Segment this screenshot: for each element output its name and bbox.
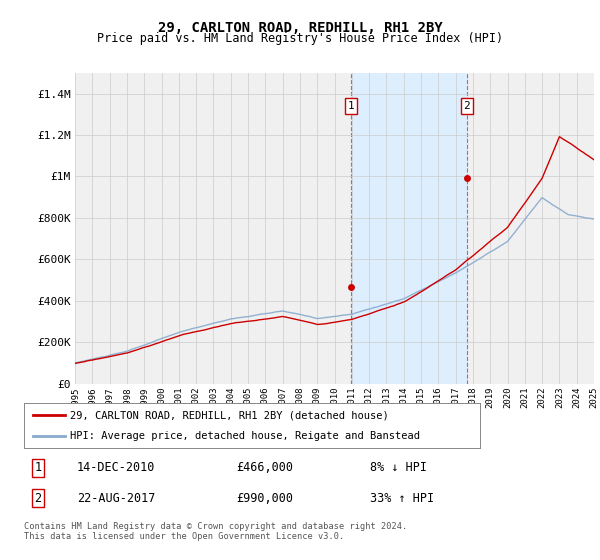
Text: £466,000: £466,000 — [236, 461, 293, 474]
Bar — [351, 73, 467, 384]
Text: Price paid vs. HM Land Registry's House Price Index (HPI): Price paid vs. HM Land Registry's House … — [97, 32, 503, 45]
Text: HPI: Average price, detached house, Reigate and Banstead: HPI: Average price, detached house, Reig… — [70, 431, 419, 441]
Text: 33% ↑ HPI: 33% ↑ HPI — [370, 492, 434, 505]
Text: 8% ↓ HPI: 8% ↓ HPI — [370, 461, 427, 474]
Text: £990,000: £990,000 — [236, 492, 293, 505]
Text: 14-DEC-2010: 14-DEC-2010 — [77, 461, 155, 474]
Text: 22-AUG-2017: 22-AUG-2017 — [77, 492, 155, 505]
Text: 1: 1 — [347, 101, 355, 111]
Text: 2: 2 — [34, 492, 41, 505]
Text: 1: 1 — [34, 461, 41, 474]
Text: 2: 2 — [463, 101, 470, 111]
Text: 29, CARLTON ROAD, REDHILL, RH1 2BY (detached house): 29, CARLTON ROAD, REDHILL, RH1 2BY (deta… — [70, 410, 388, 421]
Text: Contains HM Land Registry data © Crown copyright and database right 2024.
This d: Contains HM Land Registry data © Crown c… — [24, 522, 407, 542]
Text: 29, CARLTON ROAD, REDHILL, RH1 2BY: 29, CARLTON ROAD, REDHILL, RH1 2BY — [158, 21, 442, 35]
